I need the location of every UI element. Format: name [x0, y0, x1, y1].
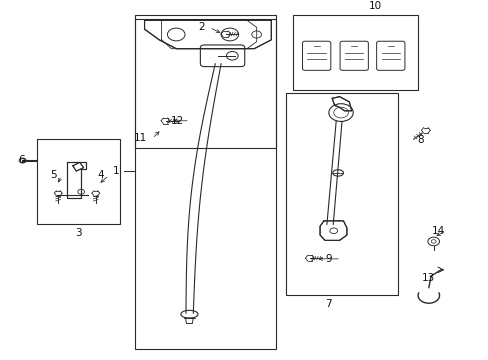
- Text: 9: 9: [325, 254, 331, 264]
- Text: 5: 5: [50, 170, 57, 180]
- Text: 2: 2: [198, 22, 204, 32]
- Text: 13: 13: [421, 273, 434, 283]
- Bar: [285, 93, 397, 296]
- Text: 3: 3: [75, 228, 82, 238]
- Text: 4: 4: [98, 170, 104, 180]
- Text: 11: 11: [134, 134, 147, 144]
- Bar: [293, 15, 417, 90]
- Text: 6: 6: [18, 155, 24, 165]
- Text: 7: 7: [325, 299, 331, 309]
- Bar: [37, 139, 120, 224]
- Text: 10: 10: [368, 1, 381, 11]
- Bar: [135, 18, 276, 348]
- Text: 1: 1: [113, 166, 120, 176]
- Text: 14: 14: [431, 226, 444, 236]
- Text: 8: 8: [417, 135, 424, 145]
- Bar: [135, 15, 276, 148]
- Text: 12: 12: [170, 116, 183, 126]
